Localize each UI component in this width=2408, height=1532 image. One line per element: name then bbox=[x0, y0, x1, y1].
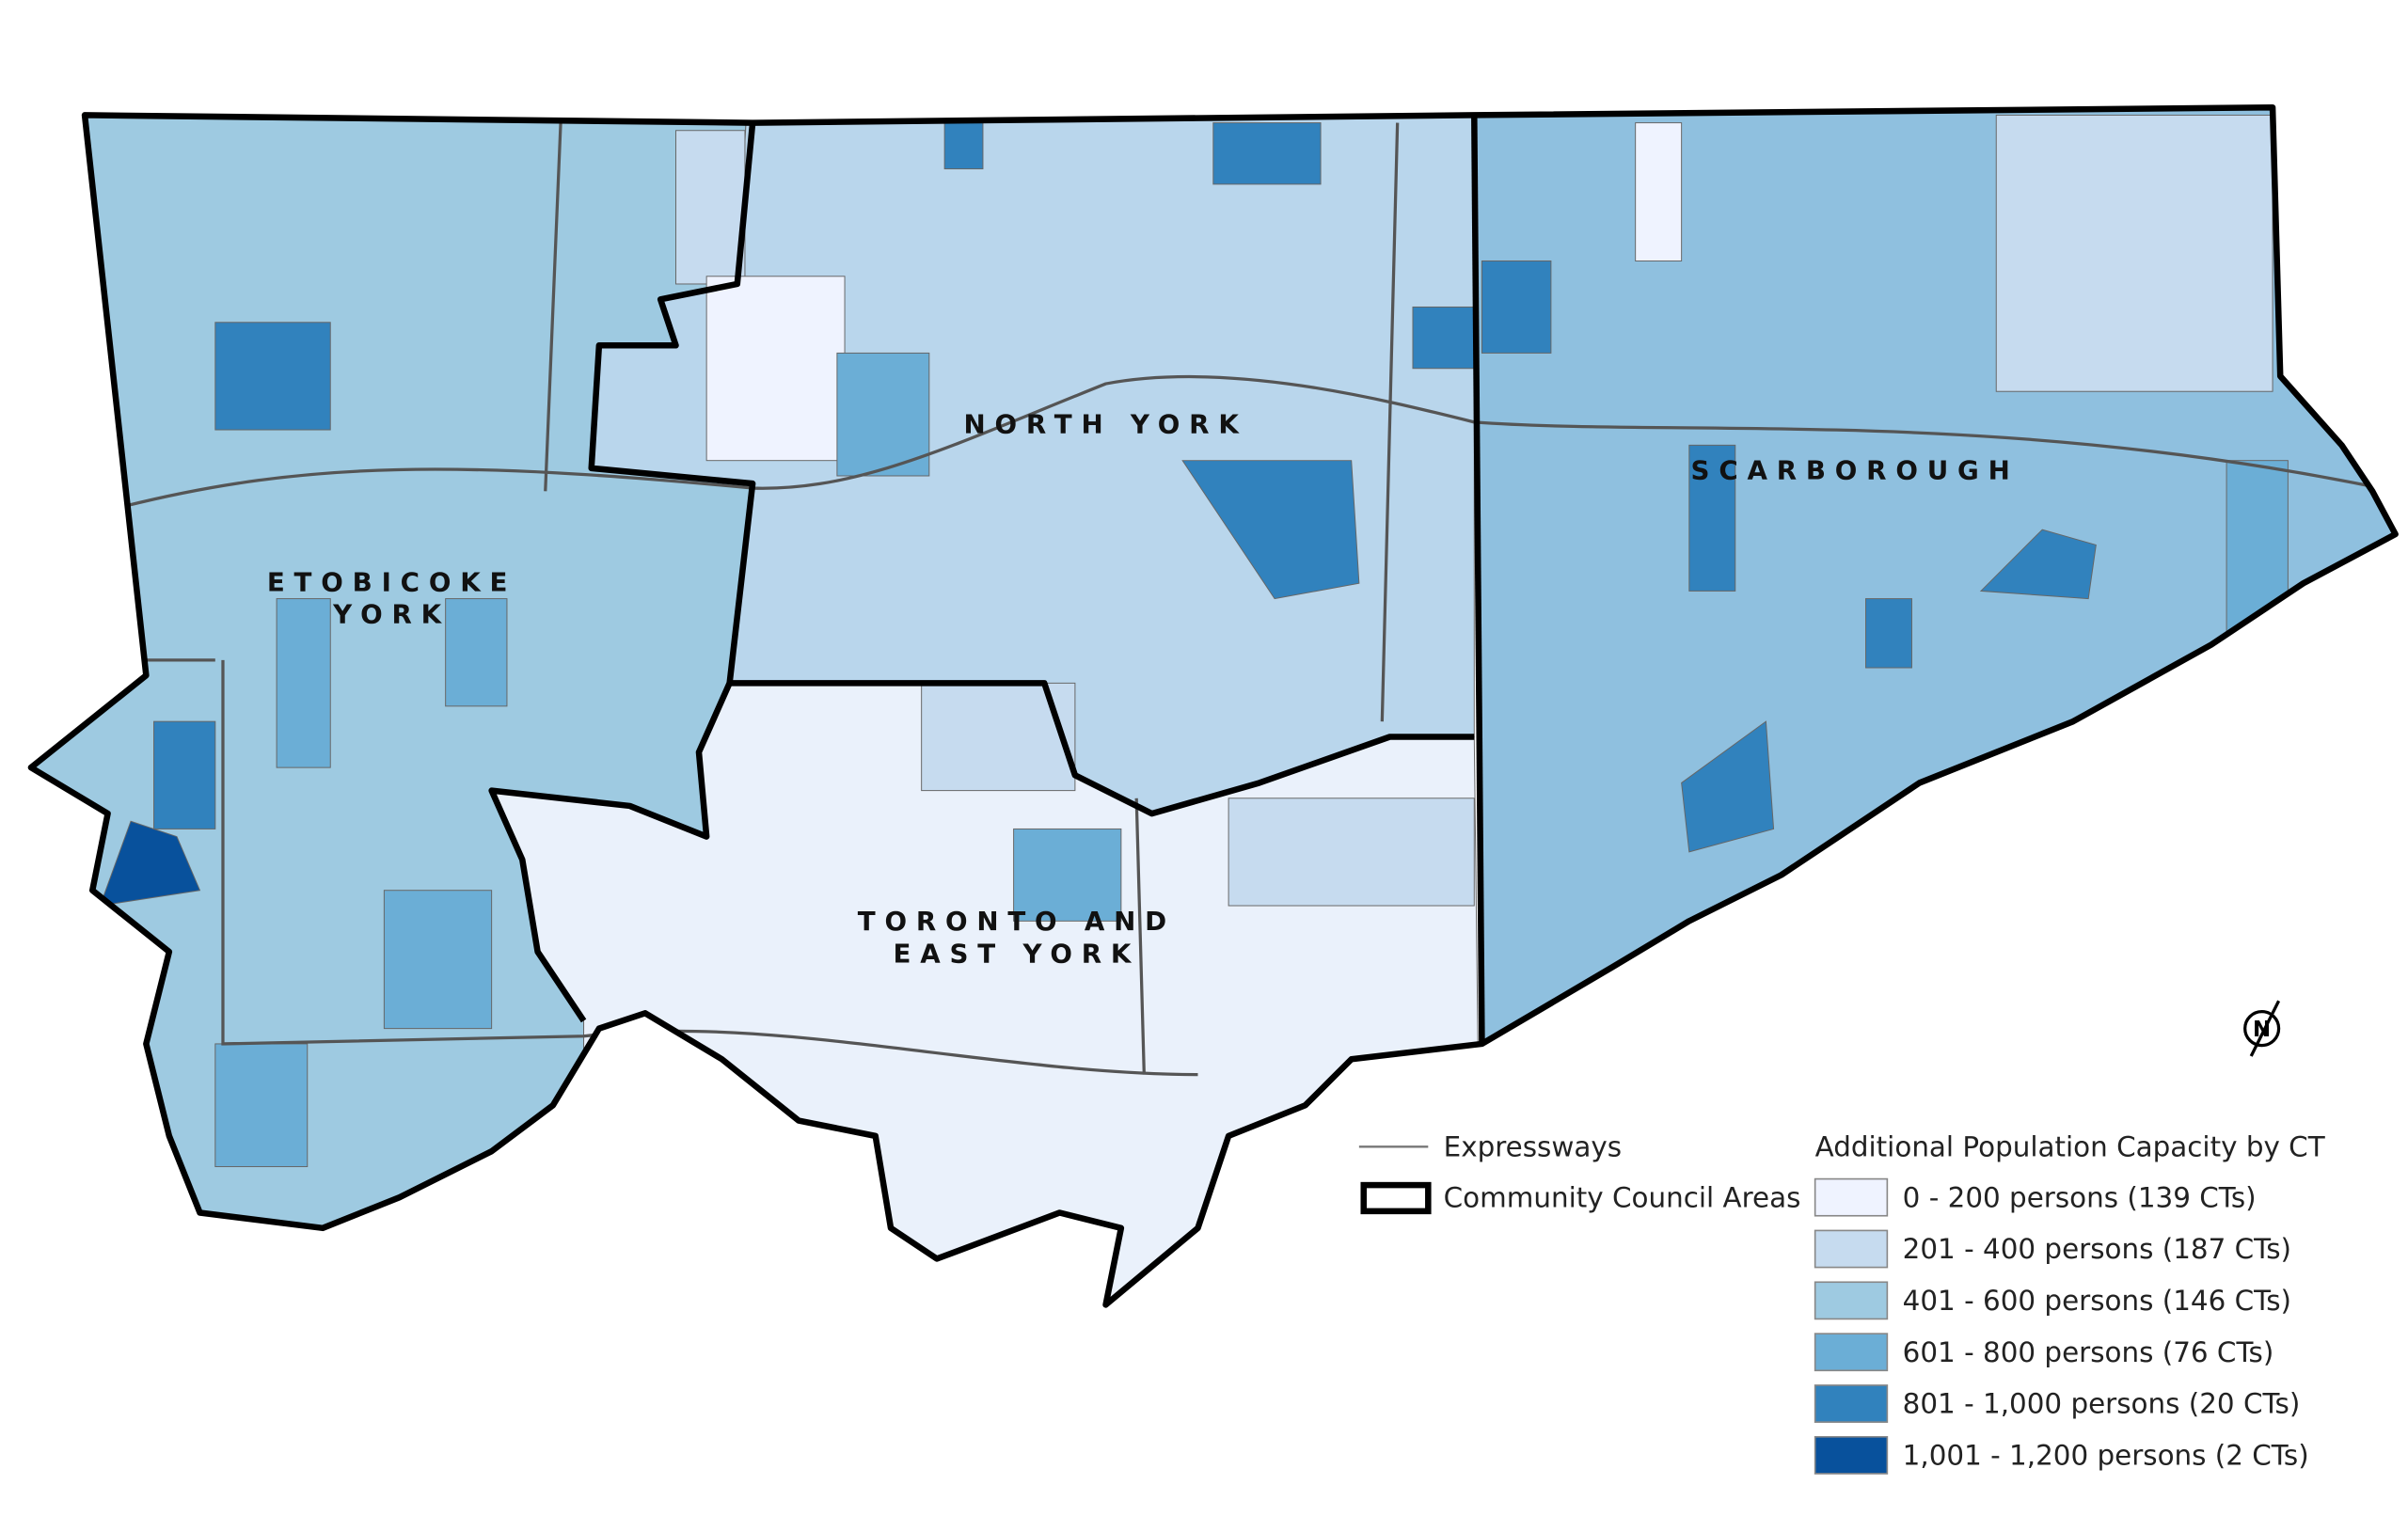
council-symbol bbox=[1360, 1181, 1432, 1215]
council-boundary bbox=[488, 682, 733, 1023]
north-arrow: N bbox=[2243, 1000, 2281, 1057]
legend: Expressways Community Council Areas Addi… bbox=[1358, 1130, 2326, 1475]
region-label: YORK bbox=[332, 599, 451, 630]
legend-classes: 0 - 200 persons (139 CTs) 201 - 400 perso… bbox=[1814, 1177, 2309, 1475]
north-arrow-label: N bbox=[2253, 1018, 2271, 1042]
legend-class-label: 201 - 400 persons (187 CTs) bbox=[1903, 1233, 2291, 1265]
legend-class-label: 0 - 200 persons (139 CTs) bbox=[1903, 1181, 2257, 1213]
legend-swatch bbox=[1814, 1333, 1889, 1372]
legend-title: Additional Population Capacity by CT bbox=[1815, 1130, 2326, 1162]
legend-expressways: Expressways bbox=[1444, 1130, 1622, 1162]
legend-class-label: 801 - 1,000 persons (20 CTs) bbox=[1903, 1388, 2301, 1420]
region-label: EAST YORK bbox=[894, 938, 1141, 969]
map-body bbox=[30, 107, 2396, 1305]
council-boundary bbox=[588, 122, 1475, 817]
council-boundary bbox=[1471, 115, 1485, 1044]
region-label: TORONTO AND bbox=[858, 906, 1176, 937]
expressway bbox=[122, 374, 2396, 509]
legend-swatch bbox=[1814, 1384, 1889, 1423]
legend-swatch bbox=[1814, 1435, 1889, 1475]
region-label: SCARBOROUGH bbox=[1691, 454, 2020, 485]
legend-class-label: 401 - 600 persons (146 CTs) bbox=[1903, 1285, 2291, 1317]
legend-council-areas: Community Council Areas bbox=[1444, 1181, 1801, 1213]
region-label: ETOBICOKE bbox=[267, 566, 516, 597]
city-boundary bbox=[27, 103, 2399, 1308]
etobicoke-area bbox=[30, 107, 753, 1305]
region-label: NORTH YORK bbox=[963, 408, 1247, 439]
legend-class-label: 1,001 - 1,200 persons (2 CTs) bbox=[1903, 1440, 2309, 1472]
legend-swatch bbox=[1814, 1229, 1889, 1269]
legend-class-label: 601 - 800 persons (76 CTs) bbox=[1903, 1336, 2274, 1368]
legend-swatch bbox=[1814, 1281, 1889, 1320]
legend-swatch bbox=[1814, 1177, 1889, 1217]
expressway bbox=[146, 122, 1400, 1075]
